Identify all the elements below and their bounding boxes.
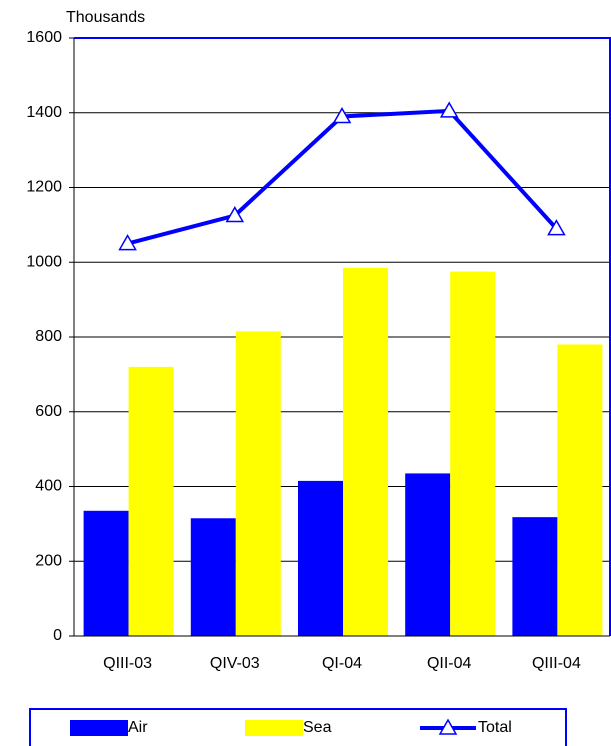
x-tick-label: QIII-04: [532, 655, 581, 672]
legend-label: Total: [478, 719, 512, 736]
y-tick-label: 800: [35, 328, 62, 345]
y-tick-label: 0: [53, 627, 62, 644]
bar: [190, 518, 236, 636]
bar: [298, 480, 343, 636]
marker: [225, 206, 245, 223]
bar: [128, 366, 174, 636]
marker: [439, 101, 459, 118]
y-tick-label: 200: [35, 552, 62, 569]
bar: [405, 473, 451, 636]
legend-swatch: [245, 720, 303, 736]
y-unit-label: Thousands: [66, 9, 145, 26]
y-tick-label: 1400: [26, 104, 62, 121]
plot-frame: [74, 37, 611, 636]
bar: [512, 517, 558, 636]
x-tick-label: QIII-03: [103, 655, 152, 672]
y-tick-label: 1000: [26, 253, 62, 270]
y-tick-label: 1200: [26, 179, 62, 196]
bar: [83, 510, 129, 636]
y-tick-label: 600: [35, 403, 62, 420]
y-tick-label: 1600: [26, 29, 62, 46]
y-tick-label: 400: [35, 478, 62, 495]
marker: [332, 106, 352, 124]
marker: [547, 219, 566, 236]
legend-marker: [438, 718, 458, 735]
legend-label: Air: [128, 719, 148, 736]
x-tick-label: QI-04: [322, 655, 362, 672]
legend-swatch: [70, 720, 128, 736]
line: [127, 108, 558, 246]
x-tick-label: QIV-03: [210, 655, 260, 672]
bar: [557, 344, 603, 636]
bar: [450, 271, 496, 636]
x-tick-label: QII-04: [427, 655, 472, 672]
bar: [235, 331, 281, 636]
legend-label: Sea: [303, 719, 332, 736]
bar: [343, 267, 388, 636]
marker: [118, 234, 137, 251]
